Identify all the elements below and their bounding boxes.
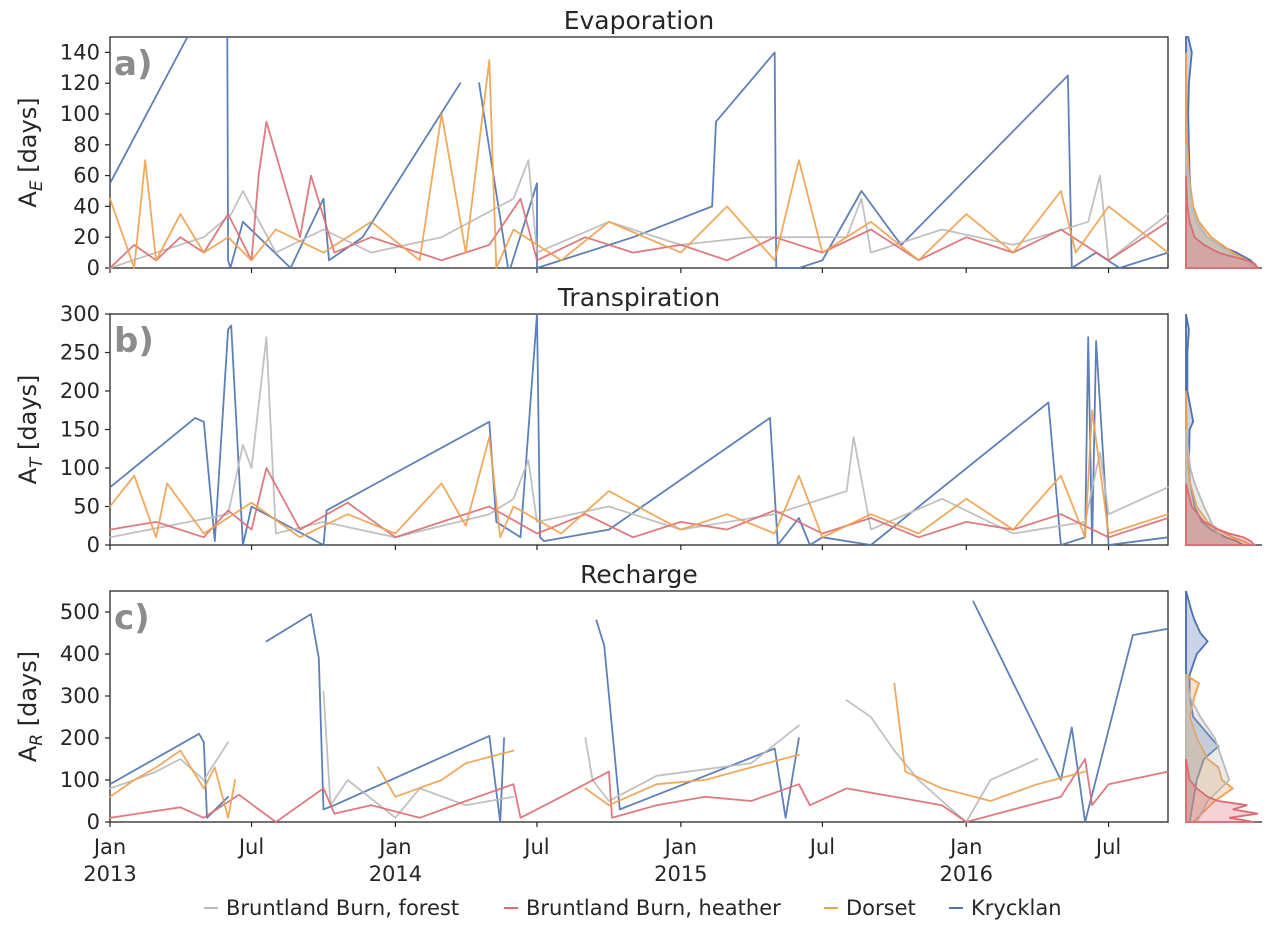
y-tick-label: 150 xyxy=(60,418,100,442)
series-line xyxy=(109,758,1169,823)
x-tick-year-label: 2013 xyxy=(83,862,136,886)
series-line xyxy=(109,600,1169,823)
y-tick-label: 100 xyxy=(60,768,100,792)
x-tick-label: Jul xyxy=(1094,835,1121,859)
y-tick-label: 60 xyxy=(73,164,100,188)
y-tick-label: 300 xyxy=(60,684,100,708)
x-tick-label: Jan xyxy=(92,835,126,859)
x-tick-label: Jan xyxy=(663,835,697,859)
panel-label: a) xyxy=(114,44,152,84)
density-curve xyxy=(1185,390,1252,546)
panel-title: Recharge xyxy=(580,560,698,589)
density-curve xyxy=(1185,483,1257,546)
x-tick-label: Jul xyxy=(522,835,549,859)
plot-frame xyxy=(109,36,1169,269)
y-axis-label: AE [days] xyxy=(14,97,47,207)
legend-label: Dorset xyxy=(846,896,916,920)
series-line xyxy=(109,36,1169,269)
plot-frame xyxy=(109,590,1169,823)
y-tick-label: 20 xyxy=(73,225,100,249)
plot-frame xyxy=(109,313,1169,546)
x-tick-year-label: 2016 xyxy=(940,862,993,886)
y-axis-label: AR [days] xyxy=(14,651,47,762)
density-curve xyxy=(1185,673,1235,823)
y-tick-label: 100 xyxy=(60,456,100,480)
y-tick-label: 200 xyxy=(60,379,100,403)
density-curve xyxy=(1185,758,1259,823)
y-tick-label: 40 xyxy=(73,194,100,218)
x-tick-label: Jan xyxy=(377,835,411,859)
y-tick-label: 200 xyxy=(60,726,100,750)
y-tick-label: 80 xyxy=(73,133,100,157)
legend-label: Bruntland Burn, forest xyxy=(226,896,459,920)
y-tick-label: 500 xyxy=(60,600,100,624)
density-curve xyxy=(1185,144,1258,269)
series-line xyxy=(110,683,1168,817)
panel-label: c) xyxy=(114,598,150,638)
series-line xyxy=(109,159,1169,269)
legend-label: Krycklan xyxy=(971,896,1062,920)
legend-label: Bruntland Burn, heather xyxy=(526,896,781,920)
y-tick-label: 50 xyxy=(73,495,100,519)
density-curve xyxy=(1185,674,1231,823)
y-axis-label: AT [days] xyxy=(14,375,47,485)
x-tick-label: Jul xyxy=(237,835,264,859)
y-tick-label: 300 xyxy=(60,302,100,326)
y-tick-label: 400 xyxy=(60,642,100,666)
panel-label: b) xyxy=(114,321,154,361)
series-line xyxy=(109,467,1169,539)
series-line xyxy=(109,313,1169,546)
y-tick-label: 250 xyxy=(60,341,100,365)
panel-title: Evaporation xyxy=(564,6,715,35)
panel-title: Transpiration xyxy=(557,283,720,312)
x-tick-year-label: 2014 xyxy=(369,862,422,886)
density-curve xyxy=(1185,175,1260,269)
x-tick-label: Jan xyxy=(948,835,982,859)
y-tick-label: 0 xyxy=(87,533,100,557)
series-line xyxy=(109,409,1169,539)
series-line xyxy=(109,59,1169,269)
series-line xyxy=(109,120,1169,269)
y-tick-label: 0 xyxy=(87,810,100,834)
y-tick-label: 0 xyxy=(87,256,100,280)
series-line xyxy=(109,336,1169,539)
y-tick-label: 100 xyxy=(60,102,100,126)
density-curve xyxy=(1185,429,1232,546)
x-tick-label: Jul xyxy=(808,835,835,859)
y-tick-label: 140 xyxy=(60,40,100,64)
x-tick-year-label: 2015 xyxy=(654,862,707,886)
y-tick-label: 120 xyxy=(60,71,100,95)
